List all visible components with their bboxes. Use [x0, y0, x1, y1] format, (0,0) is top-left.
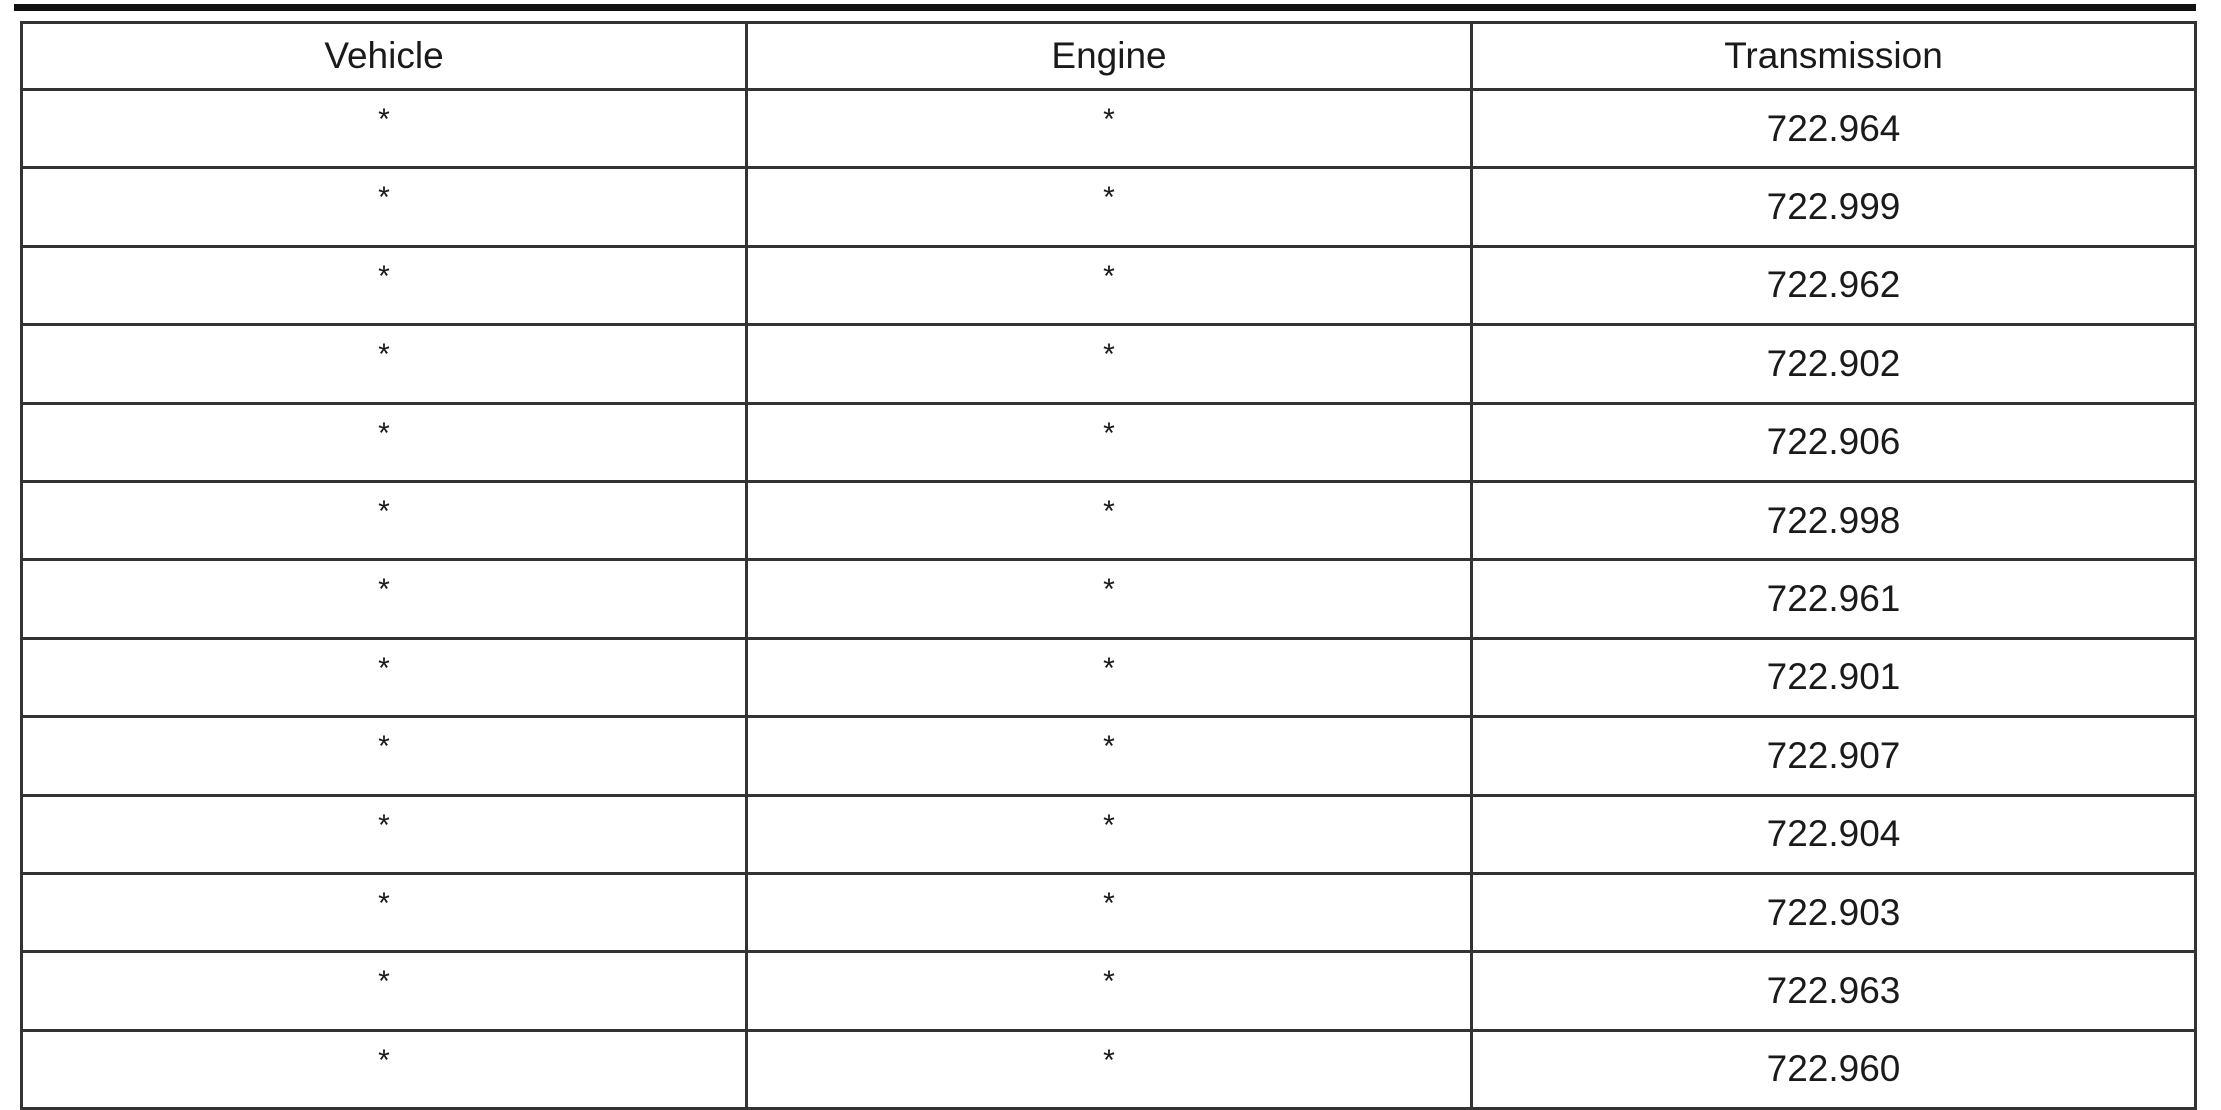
table-row: * * 722.903 — [20, 871, 2197, 954]
table-row: * * 722.960 — [20, 1028, 2197, 1110]
engine-cell: * — [745, 715, 1473, 797]
table-row: * * 722.961 — [20, 558, 2197, 640]
table-row: * * 722.901 — [20, 636, 2197, 719]
engine-cell: * — [745, 166, 1473, 248]
header-transmission: Transmission — [1470, 21, 2197, 91]
transmission-cell: 722.964 — [1470, 87, 2197, 170]
engine-cell: * — [745, 87, 1473, 170]
engine-cell: * — [745, 871, 1473, 954]
table-row: * * 722.962 — [20, 244, 2197, 327]
transmission-cell: 722.960 — [1470, 1028, 2197, 1110]
engine-cell: * — [745, 323, 1473, 405]
vehicle-cell: * — [20, 87, 748, 170]
header-row: Vehicle Engine Transmission — [20, 21, 2197, 91]
engine-cell: * — [745, 793, 1473, 875]
vehicle-cell: * — [20, 479, 748, 562]
table-row: * * 722.907 — [20, 715, 2197, 797]
top-rule — [14, 4, 2196, 11]
vehicle-cell: * — [20, 166, 748, 248]
vehicle-cell: * — [20, 323, 748, 405]
transmission-cell: 722.963 — [1470, 950, 2197, 1032]
engine-cell: * — [745, 950, 1473, 1032]
engine-cell: * — [745, 244, 1473, 327]
vehicle-cell: * — [20, 950, 748, 1032]
transmission-cell: 722.906 — [1470, 401, 2197, 483]
header-engine: Engine — [745, 21, 1473, 91]
transmission-table: Vehicle Engine Transmission * * 722.964 * * 7… — [20, 21, 2197, 1110]
vehicle-cell: * — [20, 715, 748, 797]
vehicle-cell: * — [20, 401, 748, 483]
engine-cell: * — [745, 1028, 1473, 1110]
transmission-cell: 722.904 — [1470, 793, 2197, 875]
engine-cell: * — [745, 558, 1473, 640]
table-row: * * 722.998 — [20, 479, 2197, 562]
transmission-cell: 722.998 — [1470, 479, 2197, 562]
engine-cell: * — [745, 636, 1473, 719]
engine-cell: * — [745, 401, 1473, 483]
transmission-cell: 722.962 — [1470, 244, 2197, 327]
vehicle-cell: * — [20, 636, 748, 719]
transmission-cell: 722.961 — [1470, 558, 2197, 640]
transmission-cell: 722.907 — [1470, 715, 2197, 797]
table-row: * * 722.904 — [20, 793, 2197, 875]
table-row: * * 722.902 — [20, 323, 2197, 405]
engine-cell: * — [745, 479, 1473, 562]
vehicle-cell: * — [20, 871, 748, 954]
vehicle-cell: * — [20, 558, 748, 640]
transmission-cell: 722.901 — [1470, 636, 2197, 719]
table-row: * * 722.963 — [20, 950, 2197, 1032]
table-row: * * 722.964 — [20, 87, 2197, 170]
table-row: * * 722.999 — [20, 166, 2197, 248]
vehicle-cell: * — [20, 1028, 748, 1110]
transmission-cell: 722.903 — [1470, 871, 2197, 954]
transmission-cell: 722.902 — [1470, 323, 2197, 405]
table-row: * * 722.906 — [20, 401, 2197, 483]
header-vehicle: Vehicle — [20, 21, 748, 91]
vehicle-cell: * — [20, 793, 748, 875]
transmission-cell: 722.999 — [1470, 166, 2197, 248]
vehicle-cell: * — [20, 244, 748, 327]
